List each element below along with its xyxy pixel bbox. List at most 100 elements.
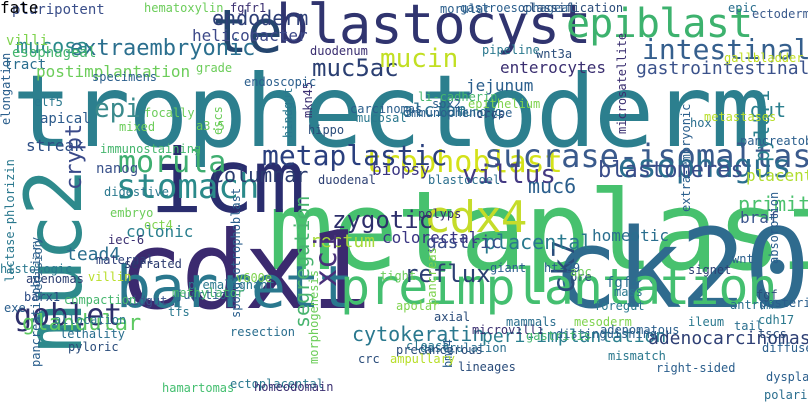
word: allocation <box>54 313 127 327</box>
word: mucin <box>380 44 459 74</box>
word: blastomeres <box>598 158 744 183</box>
word: muc6 <box>528 174 577 198</box>
word: compaction <box>64 293 137 307</box>
word: maternal <box>96 253 154 267</box>
word: histologic <box>0 262 73 276</box>
word: apolar <box>396 299 440 313</box>
word: exe <box>4 301 26 315</box>
word: wnt <box>732 252 754 266</box>
word: adenocarcinomas <box>648 328 808 349</box>
word: zygotic <box>332 206 434 234</box>
word: tract <box>4 57 47 73</box>
word: specimens <box>92 70 158 84</box>
word: precancerous <box>396 343 483 357</box>
word: resection <box>230 325 296 339</box>
word: digestive <box>104 185 170 199</box>
word: tead4 <box>66 244 121 265</box>
word: pyloric <box>68 340 119 354</box>
word: gastric <box>426 232 502 253</box>
word: placental <box>484 230 593 254</box>
word: glandular <box>22 311 142 336</box>
word: hematoxylin <box>144 1 224 15</box>
word: cdx1 <box>118 209 372 334</box>
word: focally <box>144 106 195 120</box>
word: tscs <box>758 327 787 341</box>
word: duodenum <box>310 44 368 58</box>
word: mixed <box>119 120 156 134</box>
word: cdh17 <box>758 313 795 327</box>
word: cdx4 <box>424 192 527 243</box>
word: fundic <box>458 105 502 119</box>
word: iec-6 <box>108 233 145 247</box>
word: junction <box>176 288 234 302</box>
word: li-cadherin <box>418 90 498 104</box>
word: intestinal <box>642 33 808 66</box>
word: barx1 <box>24 290 61 304</box>
word: reflux <box>404 260 491 288</box>
word: mismatch <box>608 349 666 363</box>
word: carcinomas <box>350 102 423 116</box>
word: streak <box>26 136 84 155</box>
word: epi <box>94 94 141 124</box>
word: mass <box>614 285 643 299</box>
word: fate <box>0 0 39 17</box>
word: villin <box>88 270 132 284</box>
word: crcs <box>476 107 505 121</box>
word: ectoderm <box>752 7 808 21</box>
word: goblet <box>14 298 123 333</box>
word: gallbladder <box>724 51 804 65</box>
word: ileum <box>688 315 725 329</box>
word: dysplasia <box>766 370 808 384</box>
word: extraembryonic <box>70 36 256 61</box>
word: crc <box>358 352 380 366</box>
word: fgf4 <box>606 275 640 291</box>
word: gut <box>750 98 787 122</box>
word: blastocoel <box>428 173 501 187</box>
word: classification <box>522 1 624 15</box>
word: morula <box>118 145 227 180</box>
word: midgut <box>124 294 168 308</box>
word: oct4 <box>144 218 173 232</box>
word: pancreas <box>425 247 439 305</box>
word: mucosal <box>356 111 407 125</box>
word: foregut <box>594 299 645 313</box>
word: esophageal <box>12 45 97 61</box>
word: microsatellite <box>615 32 629 134</box>
word: esophagus <box>618 147 792 185</box>
word: alcian <box>402 100 468 121</box>
word: jejunum <box>466 76 534 95</box>
word: columnar <box>212 163 309 187</box>
word: muc5ac <box>312 54 399 82</box>
word: colorectal <box>382 228 479 247</box>
word: villi <box>6 33 49 49</box>
word: braf <box>740 208 779 227</box>
word: primitive <box>738 192 808 216</box>
word: duodenal <box>318 173 376 187</box>
word: barrett <box>116 253 353 321</box>
word: gastrointestinal <box>636 58 808 79</box>
word: placenta <box>746 166 808 185</box>
word: v600e <box>236 271 273 285</box>
word: ampullary <box>390 352 456 366</box>
word: serrated <box>124 257 182 271</box>
word: endoderm <box>212 6 309 30</box>
word: immunostaining <box>100 142 202 156</box>
word: antrum <box>730 298 774 312</box>
word: mesoderm <box>574 315 632 329</box>
word: pancreatobiliary <box>740 134 808 148</box>
word: epithelium <box>468 97 541 111</box>
word: grade <box>196 61 233 75</box>
word: crypt <box>62 123 87 190</box>
word: posterior <box>760 296 808 310</box>
word: preimplantation <box>340 258 778 316</box>
word: signet <box>688 263 732 277</box>
word: gastroesophageal <box>460 1 576 15</box>
word: ectoplacental <box>230 377 324 391</box>
word: ck20 <box>552 205 808 333</box>
word: peri-implantation <box>482 326 667 347</box>
word: trophoblast <box>364 145 563 180</box>
word: helicobacter <box>192 26 308 45</box>
word: metaplasia <box>268 167 808 295</box>
word: metaplastic <box>262 139 448 172</box>
word: morular <box>440 2 491 16</box>
